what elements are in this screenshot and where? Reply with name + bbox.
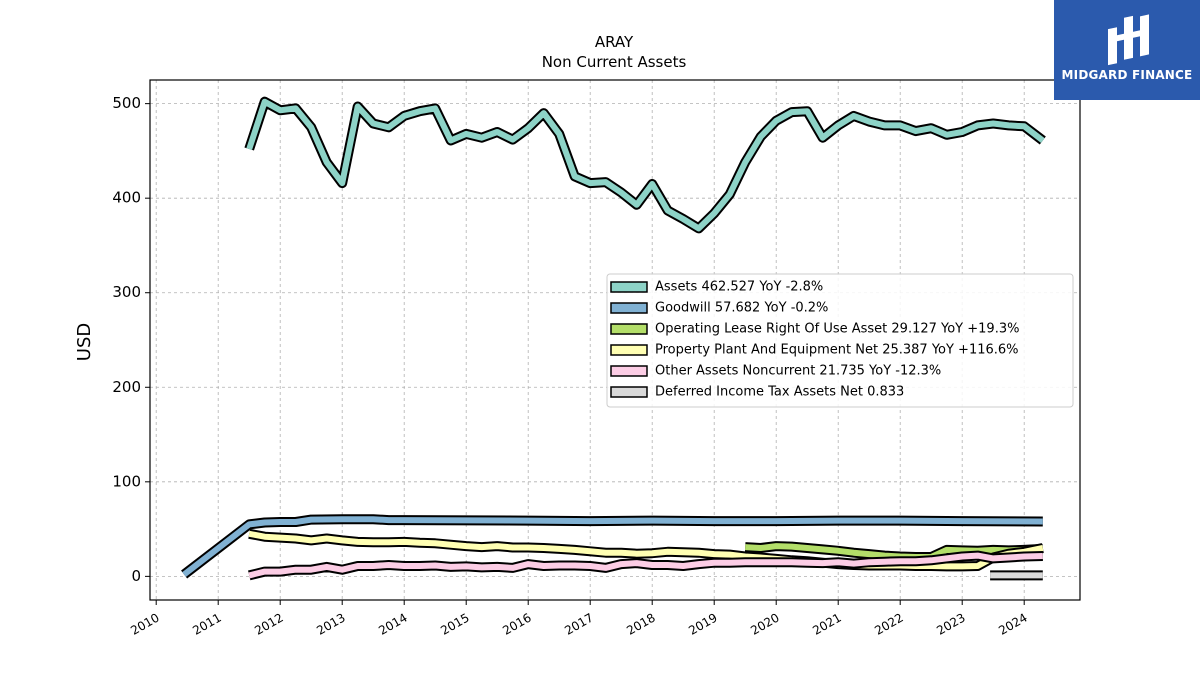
legend-label-deferred-income-tax-assets-net: Deferred Income Tax Assets Net 0.833 <box>655 385 904 400</box>
legend-swatch-operating-lease-right-of-use-asset <box>610 323 648 335</box>
x-tick-label: 2012 <box>252 610 285 637</box>
legend: Assets 462.527 YoY -2.8% Goodwill 57.682 … <box>606 273 1074 408</box>
chart-title: ARAY <box>595 33 634 51</box>
y-tick-label: 500 <box>112 94 141 112</box>
x-tick-label: 2016 <box>500 610 533 637</box>
series-line-goodwill <box>182 516 1043 577</box>
y-tick-label: 100 <box>112 472 141 490</box>
legend-label-operating-lease-right-of-use-asset: Operating Lease Right Of Use Asset 29.12… <box>655 322 1019 337</box>
y-tick-label: 0 <box>131 567 141 585</box>
legend-label-assets: Assets 462.527 YoY -2.8% <box>655 280 823 295</box>
x-tick-label: 2013 <box>314 610 347 637</box>
x-tick-label: 2023 <box>934 610 967 637</box>
x-tick-label: 2010 <box>128 610 161 637</box>
x-tick-label: 2020 <box>748 610 781 637</box>
logo-mark-icon <box>1108 14 1149 66</box>
brand-logo: MIDGARD FINANCE <box>1054 0 1200 100</box>
x-tick-label: 2021 <box>810 610 843 637</box>
x-tick-label: 2014 <box>376 610 409 637</box>
x-axis-ticks: 2010 2011 2012 2013 2014 2015 2016 2017 2018 2019… <box>128 600 1030 638</box>
legend-swatch-other-assets-noncurrent <box>610 365 648 377</box>
x-tick-label: 2022 <box>872 610 905 637</box>
y-axis-ticks: 0 100 200 300 400 500 <box>112 94 150 585</box>
legend-label-other-assets-noncurrent: Other Assets Noncurrent 21.735 YoY -12.3… <box>655 364 941 379</box>
x-tick-label: 2018 <box>624 610 657 637</box>
legend-label-goodwill: Goodwill 57.682 YoY -0.2% <box>655 301 828 316</box>
plot-frame <box>149 79 1081 601</box>
x-tick-label: 2017 <box>562 610 595 637</box>
x-tick-label: 2011 <box>190 610 223 637</box>
legend-label-property-plant-and-equipment-net: Property Plant And Equipment Net 25.387 … <box>655 343 1019 358</box>
series-line-assets <box>246 98 1045 232</box>
legend-swatch-deferred-income-tax-assets-net <box>610 386 648 398</box>
chart-subtitle: Non Current Assets <box>542 53 687 71</box>
y-tick-label: 300 <box>112 283 141 301</box>
x-tick-label: 2019 <box>686 610 719 637</box>
legend-swatch-goodwill <box>610 302 648 314</box>
y-axis-label: USD <box>74 323 95 361</box>
series-line-operating-lease-right-of-use-asset <box>745 543 1043 560</box>
legend-swatch-property-plant-and-equipment-net <box>610 344 648 356</box>
series-line-other-assets-noncurrent <box>248 552 1043 579</box>
x-tick-label: 2015 <box>438 610 471 637</box>
legend-box <box>606 273 1074 408</box>
x-tick-label: 2024 <box>996 610 1029 637</box>
y-tick-label: 200 <box>112 378 141 396</box>
y-tick-label: 400 <box>112 189 141 207</box>
series-layer <box>181 96 1046 581</box>
legend-swatch-assets <box>610 281 648 293</box>
brand-name: MIDGARD FINANCE <box>1061 68 1193 82</box>
